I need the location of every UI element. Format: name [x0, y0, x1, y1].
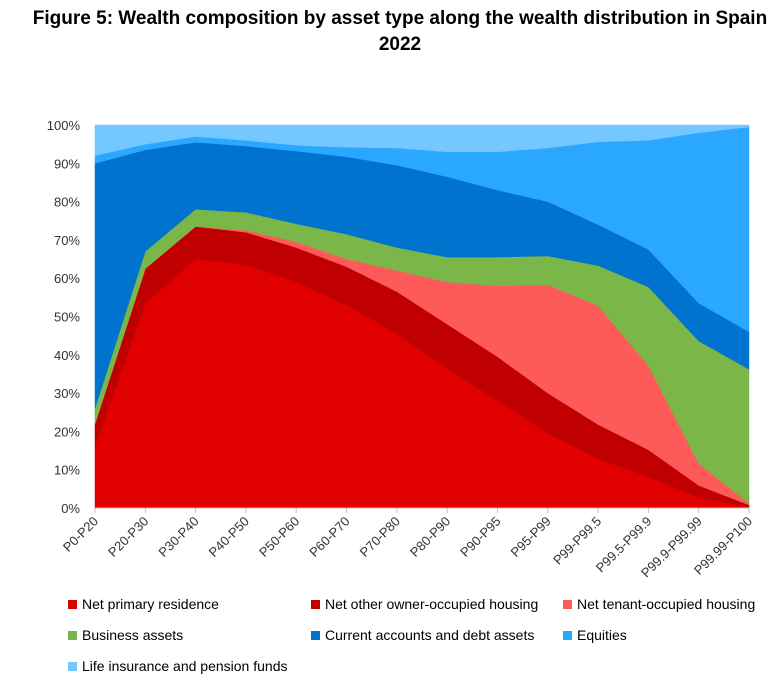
legend-label: Current accounts and debt assets: [325, 627, 535, 643]
legend-swatch: [311, 630, 320, 640]
legend-item: Net other owner-occupied housing: [311, 594, 538, 614]
legend-label: Life insurance and pension funds: [82, 658, 288, 674]
legend-swatch: [68, 661, 77, 671]
x-tick-label: P90-P95: [457, 514, 503, 560]
y-tick-label: 50%: [54, 310, 80, 325]
x-tick-label: P99-P99.5: [550, 514, 604, 568]
chart-legend: Net primary residence Net other owner-occ…: [68, 594, 768, 680]
y-tick-label: 0%: [61, 501, 80, 516]
legend-swatch: [311, 599, 320, 609]
y-tick-label: 90%: [54, 156, 80, 171]
legend-swatch: [68, 599, 77, 609]
y-tick-label: 30%: [54, 386, 80, 401]
stacked-area-chart: 0%10%20%30%40%50%60%70%80%90%100%P0-P20 P…: [47, 118, 755, 580]
legend-item: Business assets: [68, 625, 183, 645]
x-tick-label: P50-P60: [256, 514, 302, 560]
x-tick-label: P40-P50: [206, 514, 252, 560]
legend-item: Life insurance and pension funds: [68, 656, 287, 676]
legend-label: Business assets: [82, 627, 184, 643]
x-tick-label: P80-P90: [407, 514, 453, 560]
legend-swatch: [563, 599, 572, 609]
legend-label: Equities: [577, 627, 627, 643]
legend-item: Net primary residence: [68, 594, 219, 614]
legend-label: Net primary residence: [82, 596, 219, 612]
y-tick-label: 10%: [54, 463, 80, 478]
x-tick-label: P0-P20: [60, 514, 101, 555]
y-tick-label: 70%: [54, 233, 80, 248]
y-tick-label: 60%: [54, 271, 80, 286]
x-tick-label: P70-P80: [357, 514, 403, 560]
x-tick-label: P30-P40: [155, 514, 201, 560]
y-tick-label: 100%: [47, 118, 81, 133]
legend-swatch: [563, 630, 572, 640]
x-tick-label: P60-P70: [306, 514, 352, 560]
legend-label: Net tenant-occupied housing: [577, 596, 756, 612]
x-tick-label: P20-P30: [105, 514, 151, 560]
legend-item: Net tenant-occupied housing: [563, 594, 755, 614]
legend-item: Equities: [563, 625, 627, 645]
legend-item: Current accounts and debt assets: [311, 625, 534, 645]
chart-title-line-1: Figure 5: Wealth composition by asset ty…: [32, 8, 768, 29]
chart-title: Figure 5: Wealth composition by asset ty…: [0, 6, 768, 58]
legend-swatch: [68, 630, 77, 640]
area-series-7: [94, 124, 750, 156]
x-tick-label: P95-P99: [508, 514, 554, 560]
legend-label: Net other owner-occupied housing: [325, 596, 539, 612]
y-tick-label: 20%: [54, 424, 80, 439]
y-tick-label: 80%: [54, 195, 80, 210]
y-tick-label: 40%: [54, 348, 80, 363]
chart-title-line-2: 2022: [378, 34, 422, 55]
